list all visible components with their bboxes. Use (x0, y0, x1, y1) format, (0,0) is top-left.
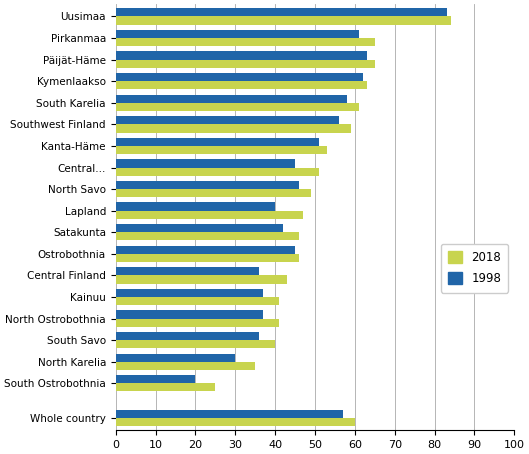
Bar (116, 254, 299, 262)
Bar (116, 410, 343, 418)
Bar (116, 94, 347, 103)
Bar (116, 311, 263, 319)
Bar (116, 354, 235, 362)
Bar (116, 211, 303, 219)
Bar (116, 16, 451, 25)
Bar (116, 202, 275, 211)
Bar (116, 146, 327, 154)
Bar (116, 267, 259, 276)
Legend: 2018, 1998: 2018, 1998 (441, 244, 508, 292)
Bar (116, 124, 351, 133)
Bar (116, 224, 283, 232)
Bar (116, 362, 255, 370)
Bar (116, 159, 295, 168)
Bar (116, 8, 446, 16)
Bar (116, 418, 355, 426)
Bar (116, 340, 275, 348)
Bar (116, 59, 375, 68)
Bar (116, 297, 279, 305)
Bar (116, 103, 359, 111)
Bar (116, 138, 319, 146)
Bar (116, 319, 279, 327)
Bar (116, 246, 295, 254)
Bar (116, 276, 287, 284)
Bar (116, 168, 319, 176)
Bar (116, 81, 367, 89)
Bar (116, 375, 195, 383)
Bar (116, 73, 363, 81)
Bar (116, 383, 215, 391)
Bar (116, 38, 375, 46)
Bar (116, 116, 339, 124)
Bar (116, 332, 259, 340)
Bar (116, 189, 311, 197)
Bar (116, 181, 299, 189)
Bar (116, 51, 367, 59)
Bar (116, 30, 359, 38)
Bar (116, 289, 263, 297)
Bar (116, 232, 299, 241)
